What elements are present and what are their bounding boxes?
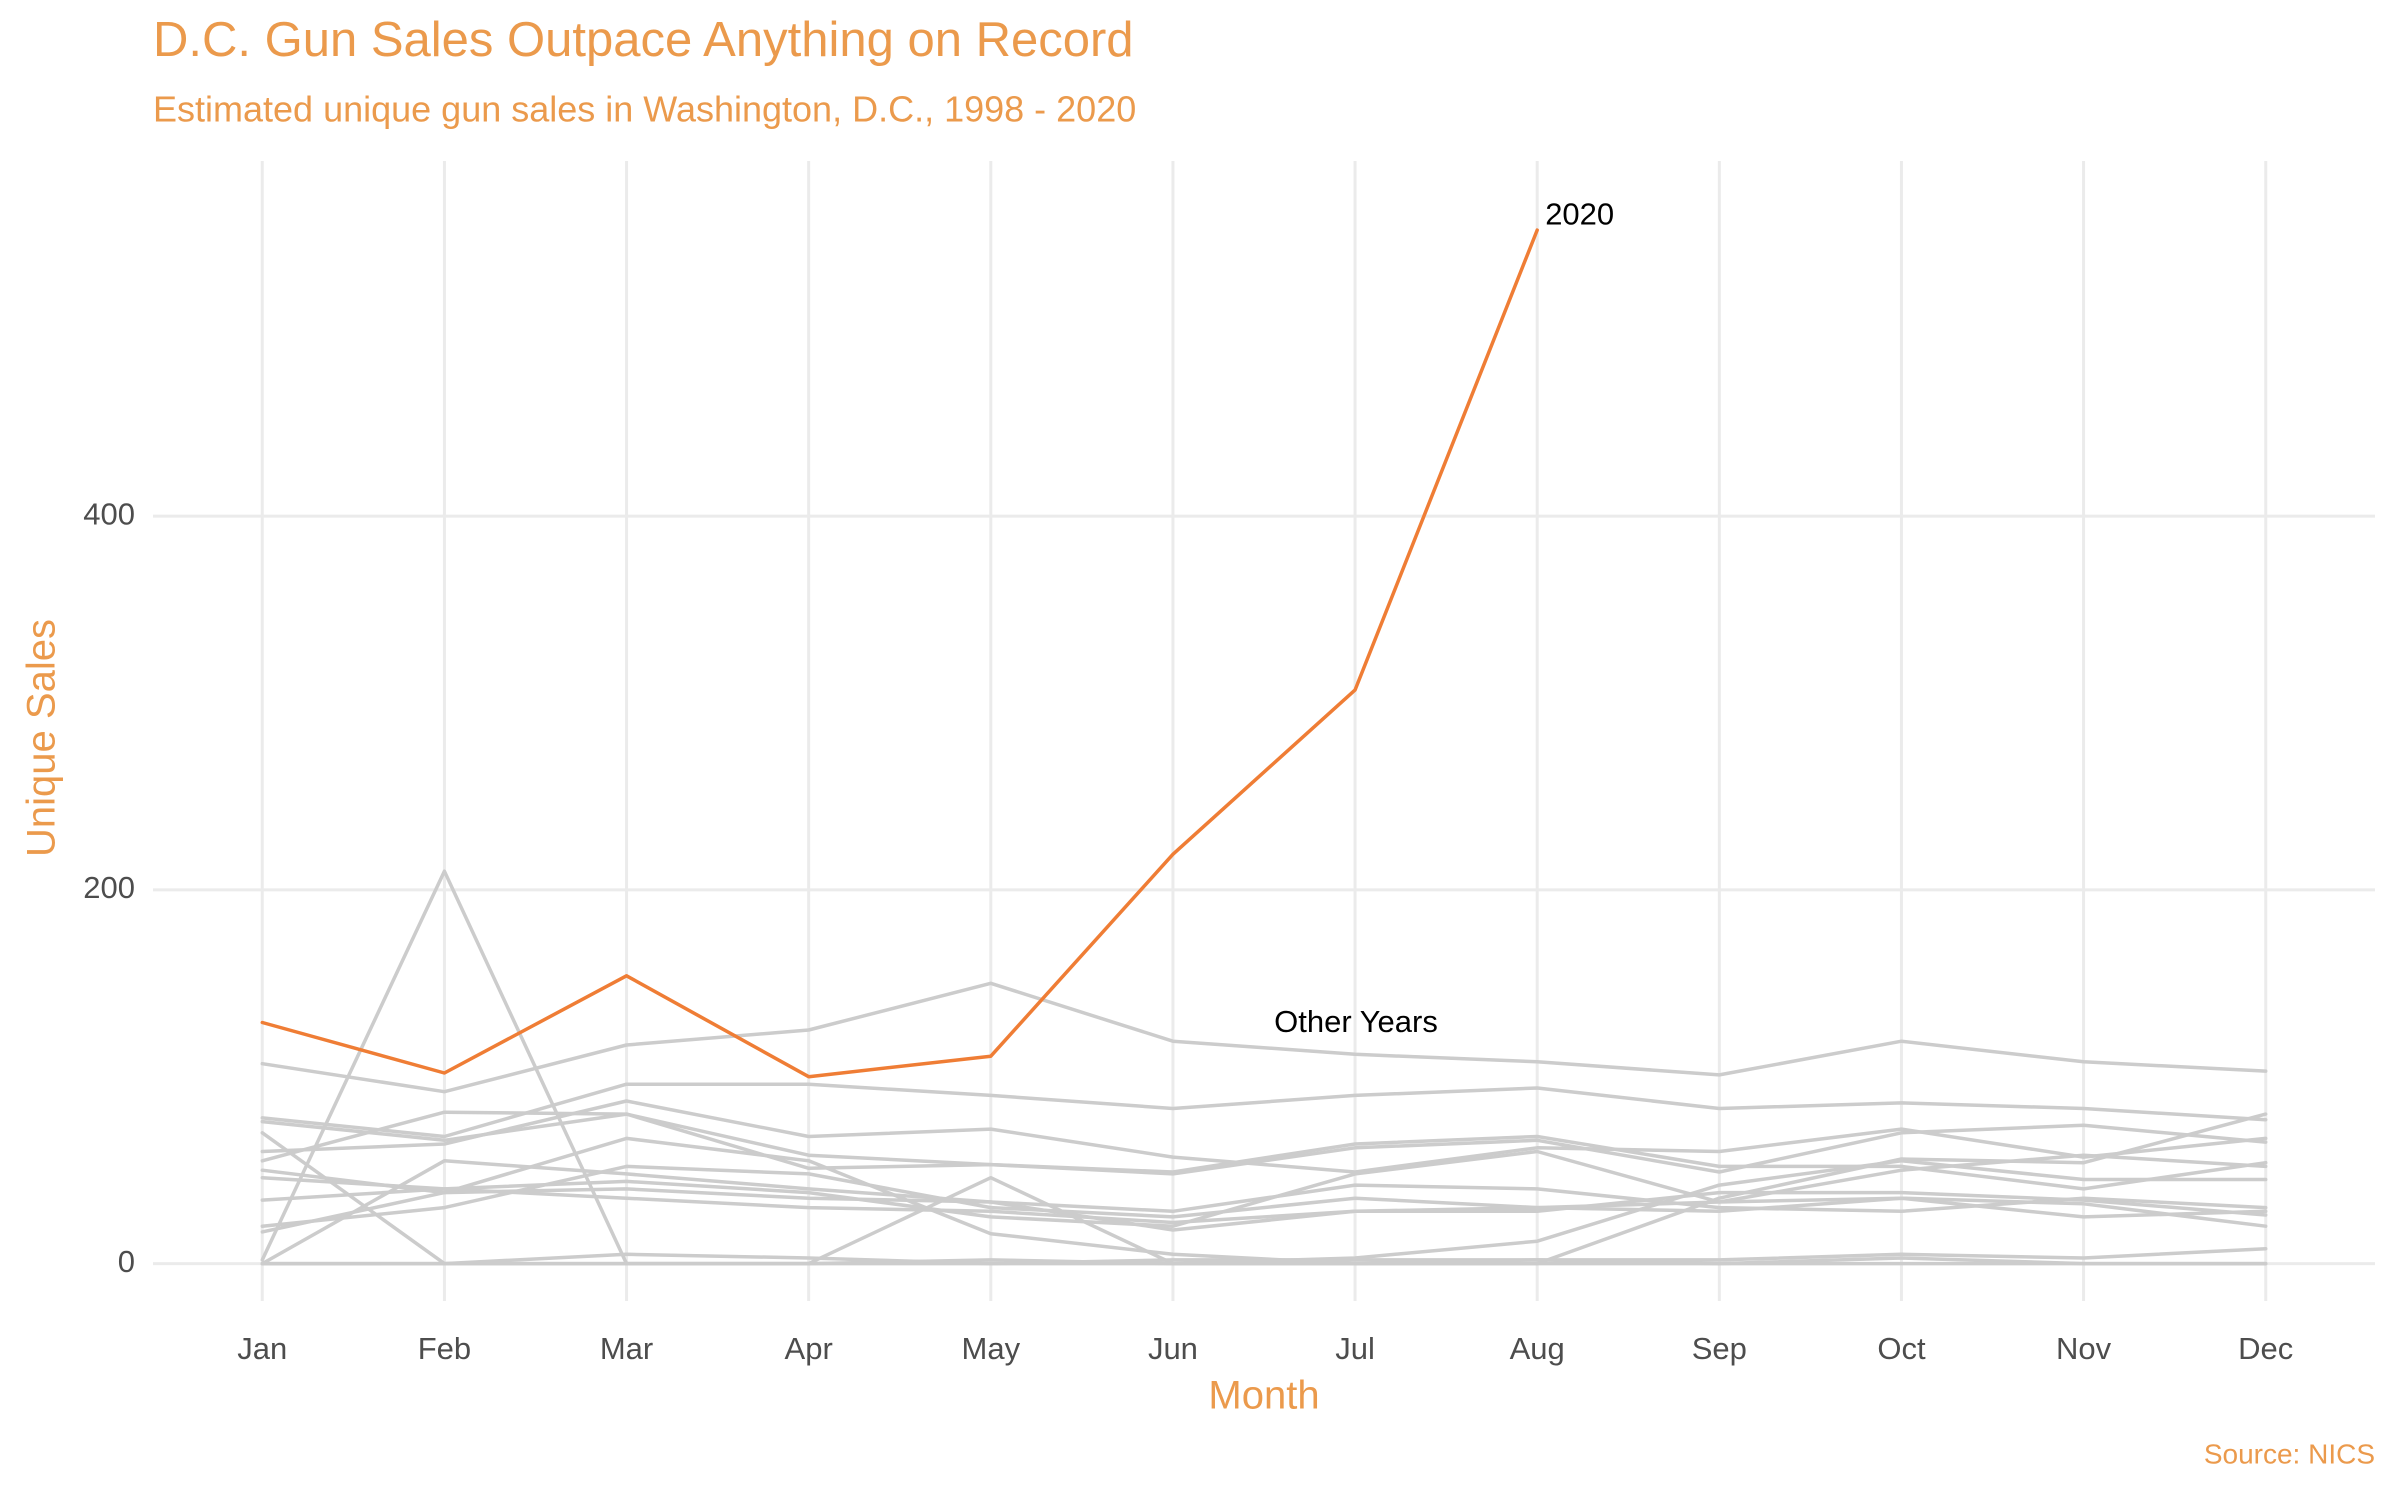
lines [260,228,2268,1266]
series-line [260,1159,2268,1266]
x-tick-label: Sep [1692,1331,1747,1366]
x-tick-label: Jun [1148,1331,1198,1366]
grid [153,161,2375,1301]
chart-subtitle: Estimated unique gun sales in Washington… [153,89,1136,130]
y-axis-title: Unique Sales [20,619,64,857]
series-line [260,1168,2268,1232]
x-tick-label: Jan [237,1331,287,1366]
series-line [260,1149,2268,1228]
x-tick-label: Mar [600,1331,653,1366]
series-line [260,1164,2268,1228]
series-line [260,981,2268,1094]
series-line [260,1187,2268,1225]
y-tick-label: 200 [83,870,135,905]
x-tick-label: May [962,1331,1021,1366]
series-line [260,1099,2268,1174]
series-line [260,1252,2268,1266]
x-tick-label: Apr [785,1331,833,1366]
caption: Source: NICS [2204,1438,2375,1469]
x-tick-label: Dec [2238,1331,2293,1366]
series-label: 2020 [1545,196,1614,231]
x-axis-title: Month [1208,1374,1319,1418]
x-tick-label: Feb [418,1331,471,1366]
annotation: Other Years [1274,1004,1438,1039]
y-tick-label: 0 [118,1244,135,1279]
chart-title: D.C. Gun Sales Outpace Anything on Recor… [153,13,1134,67]
x-tick-label: Oct [1877,1331,1926,1366]
series-line [260,1082,2268,1139]
series-line [260,228,1539,1079]
x-tick-label: Jul [1335,1331,1375,1366]
series-line [260,1110,2268,1191]
y-tick-label: 400 [83,496,135,531]
x-tick-label: Aug [1510,1331,1565,1366]
x-tick-label: Nov [2056,1331,2112,1366]
series-line [260,1112,2268,1176]
